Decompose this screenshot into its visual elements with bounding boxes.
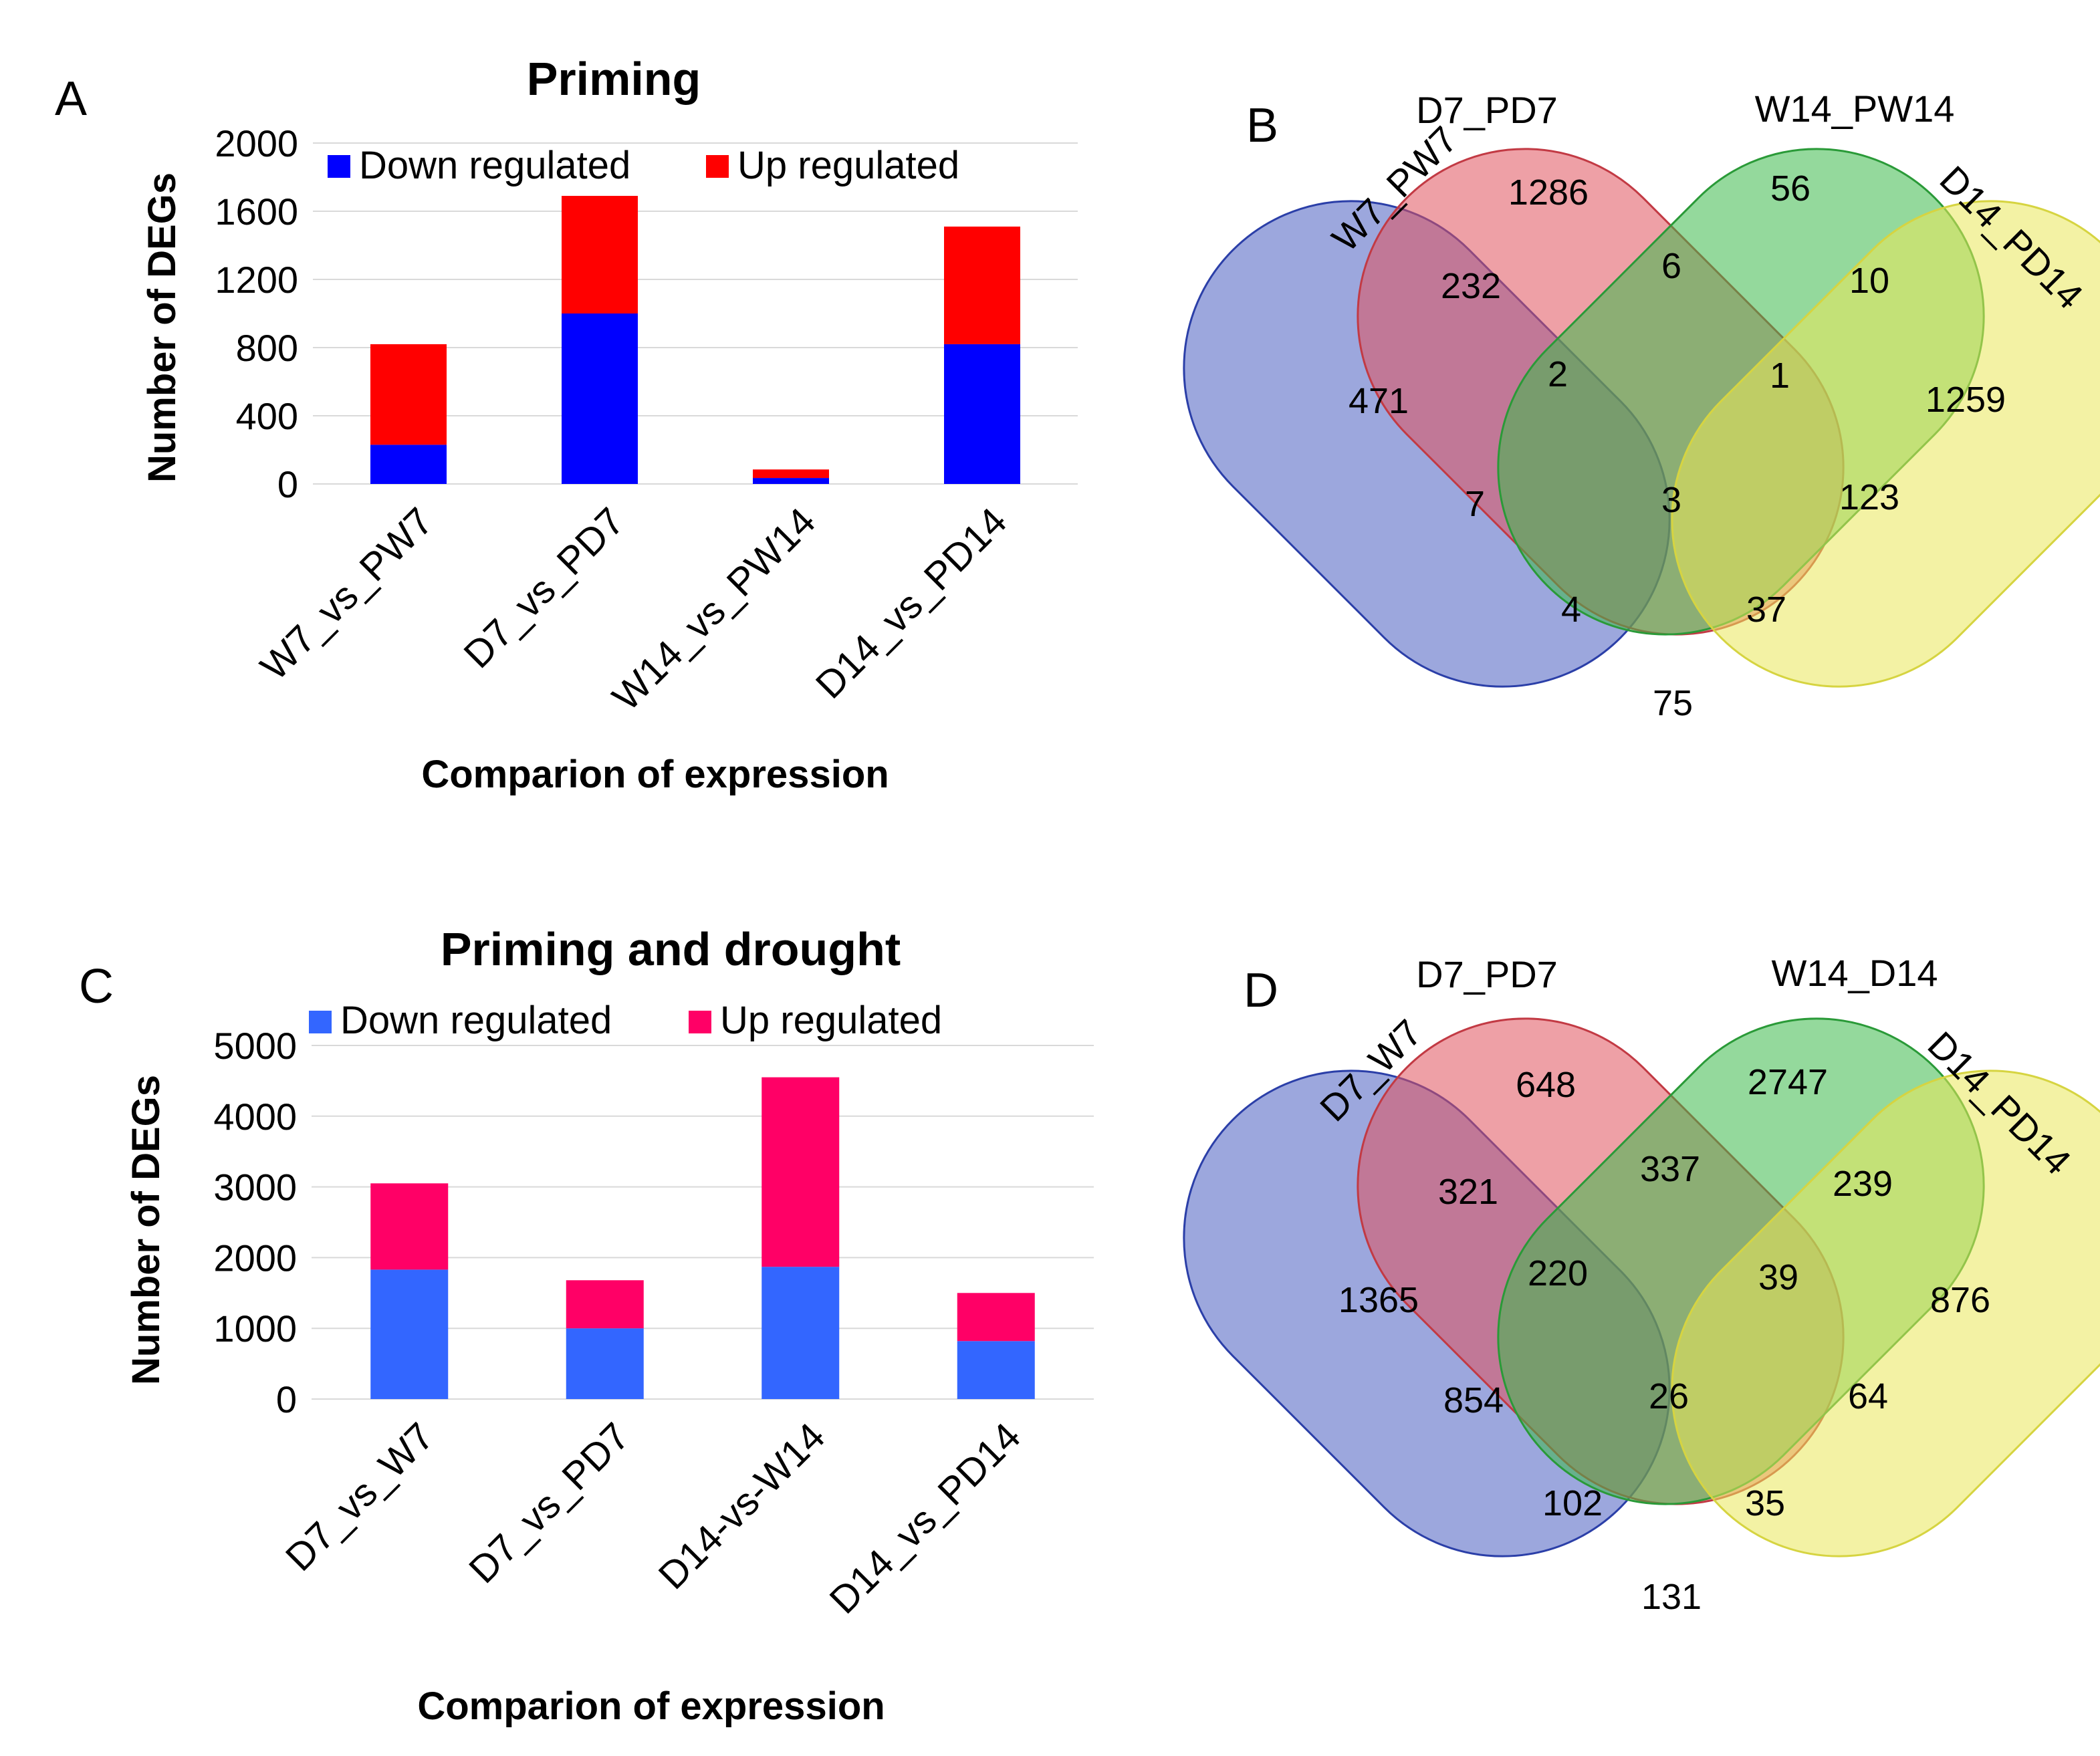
x-axis-title: Comparion of expression [417, 1684, 885, 1728]
legend-swatch-down [309, 1011, 332, 1033]
x-tick-label: D14-vs-W14 [651, 1414, 834, 1598]
bar-segment-down [370, 1269, 449, 1399]
y-tick-label: 1000 [213, 1307, 297, 1350]
venn-set-label: W14_PW14 [1755, 88, 1955, 130]
venn-region-count: 4 [1561, 590, 1581, 630]
y-tick-label: 0 [276, 1378, 297, 1420]
venn-region-count: 131 [1641, 1577, 1702, 1617]
bar-segment-up [566, 1280, 644, 1329]
legend-label-down: Down regulated [340, 999, 612, 1042]
bar-segment-down [957, 1341, 1035, 1399]
venn-region-count: 26 [1649, 1376, 1689, 1416]
legend: Down regulated Up regulated [328, 144, 959, 187]
bar-segment-down [944, 344, 1020, 484]
panel-letter-b: B [1246, 99, 1278, 152]
venn-region-count: 1 [1770, 356, 1790, 396]
bar-segment-up [370, 1183, 449, 1270]
legend-label-up: Up regulated [737, 144, 959, 187]
panel-letter-a: A [55, 72, 87, 126]
y-tick-label: 3000 [213, 1166, 297, 1209]
venn-set-label: D7_PD7 [1416, 953, 1558, 995]
venn-region-count: 64 [1848, 1376, 1888, 1416]
x-tick-label: D14_vs_PD14 [808, 499, 1015, 707]
venn-set-shape-4 [1671, 200, 2100, 688]
venn-region-count: 35 [1745, 1483, 1785, 1523]
venn-set-label: D7_PD7 [1416, 89, 1558, 131]
venn-region-count: 1365 [1338, 1280, 1419, 1320]
y-tick-label: 5000 [213, 1025, 297, 1067]
chart-priming-and-drought: C Priming and drought 0 1000 2000 3000 4000 5… [79, 923, 1094, 1728]
y-tick-label: 800 [236, 327, 298, 369]
bar-segment-down [753, 478, 829, 484]
bar-segment-down [370, 445, 447, 484]
legend-swatch-down [328, 155, 350, 178]
y-tick-label: 0 [277, 463, 298, 505]
bar-segment-up [370, 344, 447, 445]
x-tick-label: W14_vs_PW14 [604, 499, 824, 719]
legend-label-up: Up regulated [720, 999, 942, 1042]
venn-region-count: 123 [1839, 477, 1899, 517]
bar-segment-up [562, 196, 638, 313]
y-tick-label: 1200 [215, 259, 298, 301]
venn-region-count: 1286 [1508, 172, 1589, 213]
venn-region-count: 239 [1833, 1164, 1893, 1204]
bar-segment-up [753, 469, 829, 479]
venn-region-count: 37 [1746, 590, 1786, 630]
x-tick-label: D14_vs_PD14 [822, 1414, 1029, 1622]
x-axis-title: Comparion of expression [421, 753, 889, 796]
venn-set-shape-4 [1671, 1070, 2100, 1557]
venn-region-count: 337 [1640, 1149, 1700, 1189]
venn-region-count: 220 [1528, 1253, 1588, 1293]
legend: Down regulated Up regulated [309, 999, 942, 1042]
venn-region-count: 39 [1758, 1257, 1798, 1297]
bar-segment-down [762, 1267, 840, 1399]
y-tick-label: 1600 [215, 191, 298, 233]
legend-swatch-up [706, 155, 729, 178]
venn-region-count: 3 [1661, 480, 1681, 520]
chart-title: Priming and drought [441, 923, 901, 975]
venn-region-count: 2747 [1748, 1062, 1828, 1102]
panel-letter-c: C [79, 960, 114, 1013]
venn-region-count: 2 [1548, 354, 1568, 394]
bar-segment-down [562, 313, 638, 484]
venn-region-count: 56 [1770, 168, 1811, 209]
bar-segment-up [957, 1293, 1035, 1342]
bar-segment-down [566, 1328, 644, 1399]
venn-region-count: 75 [1653, 683, 1693, 723]
venn-region-count: 7 [1465, 484, 1485, 524]
venn-region-count: 321 [1438, 1172, 1498, 1212]
y-axis-title: Number of DEGs [140, 172, 184, 483]
venn-region-count: 471 [1349, 381, 1409, 421]
venn-set-label: W14_D14 [1771, 952, 1938, 994]
y-axis-title: Number of DEGs [124, 1075, 168, 1385]
venn-region-count: 6 [1661, 246, 1681, 286]
legend-swatch-up [689, 1011, 711, 1033]
venn-diagram-priming-and-drought: D D7_W7 D7_PD7 W14_D14 D14_PD14 1365 648… [1183, 952, 2100, 1617]
panel-letter-d: D [1244, 964, 1278, 1017]
venn-diagram-priming: B W7_PW7 D7_PD7 W14_PW14 D14_PD14 471 12… [1183, 88, 2100, 723]
venn-region-count: 1259 [1926, 380, 2006, 420]
venn-region-count: 102 [1542, 1483, 1603, 1523]
y-tick-label: 2000 [213, 1237, 297, 1279]
y-tick-label: 2000 [215, 122, 298, 164]
chart-title: Priming [527, 53, 701, 105]
venn-region-count: 876 [1930, 1280, 1990, 1320]
venn-region-count: 648 [1516, 1065, 1576, 1105]
x-tick-label: D7_vs_W7 [277, 1414, 443, 1580]
venn-region-count: 10 [1849, 261, 1889, 301]
venn-region-count: 232 [1441, 266, 1501, 306]
x-tick-label: D7_vs_PD7 [461, 1414, 638, 1592]
bar-segment-up [944, 226, 1020, 344]
x-tick-label: W7_vs_PW7 [252, 499, 441, 688]
bar-segment-up [762, 1077, 840, 1267]
y-tick-label: 400 [236, 395, 298, 437]
venn-region-count: 854 [1443, 1380, 1504, 1420]
legend-label-down: Down regulated [359, 144, 630, 187]
x-tick-label: D7_vs_PD7 [455, 499, 632, 676]
y-tick-label: 4000 [213, 1096, 297, 1138]
